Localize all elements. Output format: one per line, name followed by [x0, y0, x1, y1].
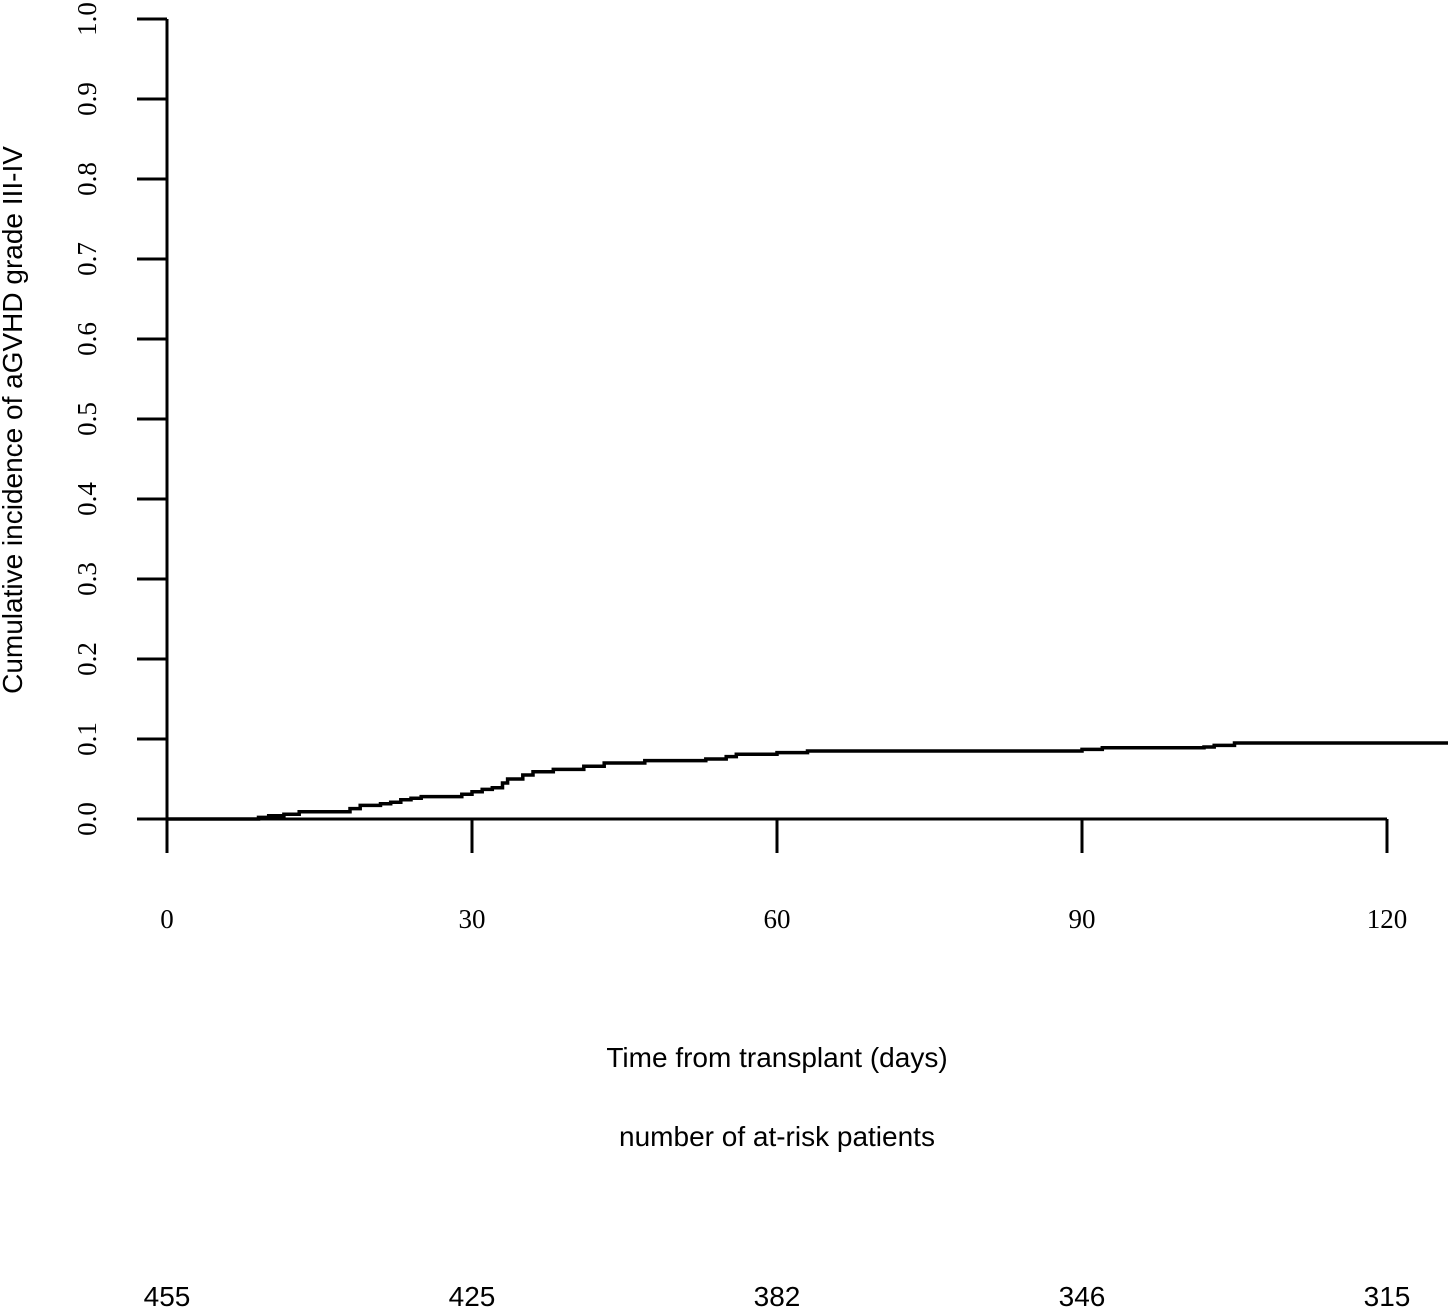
y-tick-label: 0.8 — [72, 162, 102, 196]
x-tick-label: 90 — [1069, 904, 1096, 934]
y-axis-title: Cumulative incidence of aGVHD grade III-… — [0, 146, 28, 694]
risk-table: 455 425 382 346 315 — [144, 1281, 1411, 1310]
at-risk-count: 425 — [449, 1281, 496, 1310]
risk-table-title: number of at-risk patients — [619, 1121, 935, 1152]
x-axis-title: Time from transplant (days) — [606, 1042, 947, 1073]
y-tick-label: 0.9 — [72, 82, 102, 116]
y-axis: 0.0 0.1 0.2 0.3 0.4 0.5 0.6 0.7 0.8 0.9 1.0 — [72, 2, 169, 836]
x-tick-label: 30 — [459, 904, 486, 934]
y-tick-label: 0.0 — [72, 802, 102, 836]
x-tick-label: 0 — [160, 904, 174, 934]
y-tick-label: 1.0 — [72, 2, 102, 36]
y-ticks: 0.0 0.1 0.2 0.3 0.4 0.5 0.6 0.7 0.8 0.9 1.0 — [72, 2, 167, 836]
y-tick-label: 0.6 — [72, 322, 102, 356]
cumulative-incidence-line — [167, 741, 1448, 821]
at-risk-count: 315 — [1364, 1281, 1411, 1310]
x-axis: 0 30 60 90 120 — [160, 817, 1407, 934]
y-tick-label: 0.1 — [72, 722, 102, 756]
y-tick-label: 0.3 — [72, 562, 102, 596]
x-tick-label: 120 — [1367, 904, 1408, 934]
at-risk-count: 346 — [1059, 1281, 1106, 1310]
y-tick-label: 0.4 — [72, 482, 102, 516]
y-tick-label: 0.2 — [72, 642, 102, 676]
plot-lines — [167, 741, 1448, 821]
at-risk-count: 455 — [144, 1281, 191, 1310]
x-ticks: 0 30 60 90 120 — [160, 819, 1407, 934]
y-tick-label: 0.5 — [72, 402, 102, 436]
y-tick-label: 0.7 — [72, 242, 102, 276]
at-risk-count: 382 — [754, 1281, 801, 1310]
x-tick-label: 60 — [764, 904, 791, 934]
